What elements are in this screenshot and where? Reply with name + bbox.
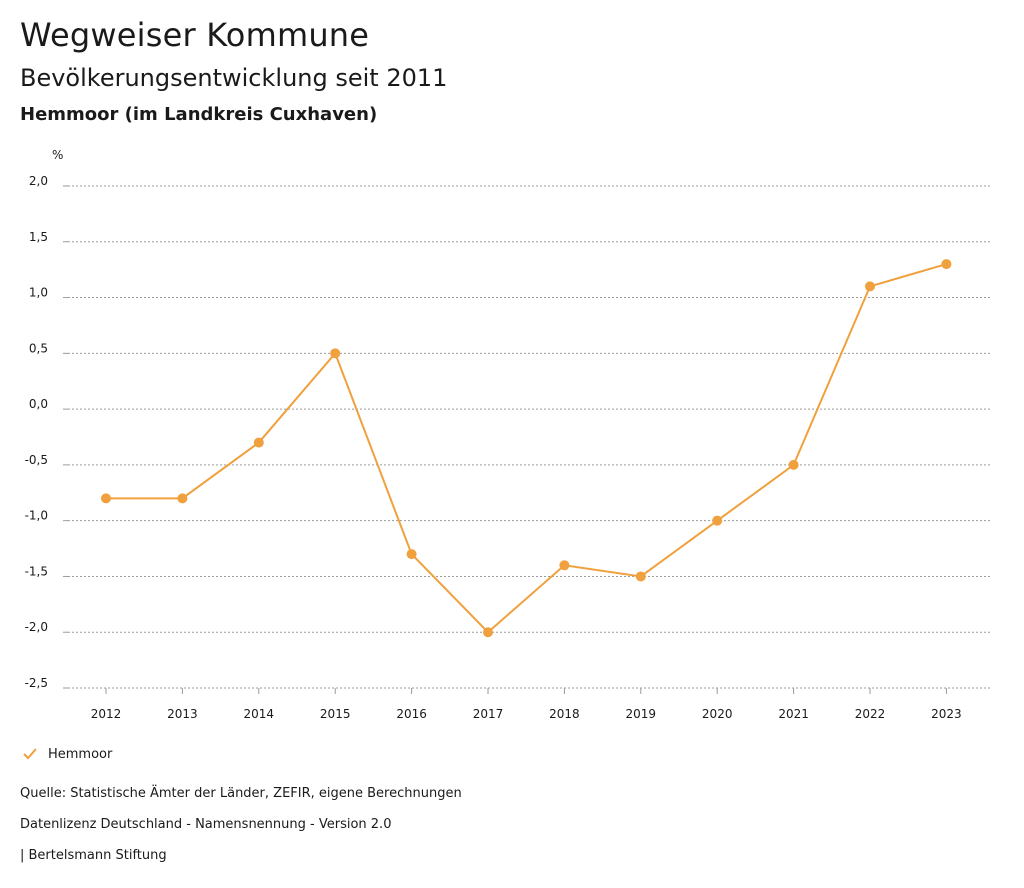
x-tick-label: 2018 <box>549 707 580 721</box>
data-point <box>406 549 417 560</box>
region-label: Hemmoor (im Landkreis Cuxhaven) <box>20 104 378 125</box>
chart-subtitle: Bevölkerungsentwicklung seit 2011 <box>20 64 448 92</box>
x-tick-label: 2022 <box>855 707 886 721</box>
y-tick-label: -2,0 <box>25 620 48 634</box>
series-line-hemmoor <box>106 263 947 634</box>
license-note: Datenlizenz Deutschland - Namensnennung … <box>20 817 392 832</box>
x-tick-label: 2012 <box>91 707 122 721</box>
data-point <box>865 281 875 292</box>
x-tick-label: 2021 <box>778 707 809 721</box>
y-tick-label: -1,0 <box>25 509 48 523</box>
data-point <box>635 571 646 582</box>
legend[interactable]: Hemmoor <box>20 744 112 764</box>
x-tick-label: 2017 <box>473 707 504 721</box>
x-tick-label: 2013 <box>167 707 198 721</box>
x-tick-label: 2020 <box>702 707 733 721</box>
y-tick-label: -1,5 <box>25 564 48 578</box>
y-tick-label: -2,5 <box>25 676 48 690</box>
data-point <box>559 560 570 571</box>
data-point <box>788 459 799 470</box>
y-tick-label: -0,5 <box>25 453 48 467</box>
line-chart: % 2,0 1,5 1,0 0,5 0,0 -0,5 -1,0 -1,5 -2,0 -2,5 2012… <box>25 148 990 721</box>
y-tick-label: 2,0 <box>29 174 48 188</box>
checkmark-icon <box>23 748 37 760</box>
organization-note: | Bertelsmann Stiftung <box>20 848 167 863</box>
x-tick-label: 2023 <box>931 707 962 721</box>
data-point <box>101 493 111 504</box>
y-tick-label: 1,0 <box>29 286 48 300</box>
data-point <box>712 515 723 526</box>
data-point <box>330 348 341 359</box>
data-point <box>177 493 188 504</box>
y-axis-label: % <box>52 148 63 162</box>
y-tick-label: 1,5 <box>29 230 48 244</box>
x-tick-label: 2016 <box>396 707 427 721</box>
data-point <box>483 627 493 638</box>
y-tick-label: 0,5 <box>29 341 48 355</box>
page-title: Wegweiser Kommune <box>20 16 370 54</box>
x-tick-label: 2014 <box>244 707 275 721</box>
x-tick-label: 2015 <box>320 707 351 721</box>
data-point <box>941 259 952 270</box>
data-point <box>253 437 264 448</box>
y-tick-label: 0,0 <box>29 397 48 411</box>
x-tick-label: 2019 <box>626 707 657 721</box>
source-note: Quelle: Statistische Ämter der Länder, Z… <box>20 786 462 801</box>
legend-label: Hemmoor <box>48 746 113 762</box>
